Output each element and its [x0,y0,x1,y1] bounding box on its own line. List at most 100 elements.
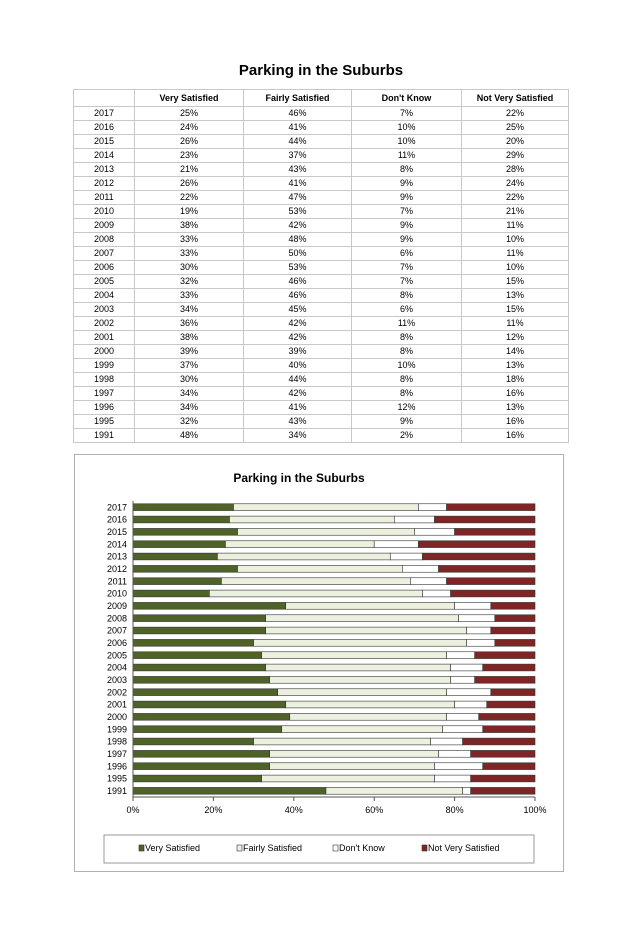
cell-very-satisfied: 24% [134,120,244,135]
bar-segment-not-very-satisfied-2015 [454,528,536,536]
cell-dont-know: 7% [351,274,462,289]
page-title: Parking in the Suburbs [238,62,404,79]
bar-segment-don-t-know-2009 [454,602,492,610]
bar-segment-not-very-satisfied-2004 [482,663,536,672]
table-row: 2005 32% 46% 7% 15% [73,274,569,289]
cell-fairly-satisfied: 34% [243,428,352,443]
cell-dont-know: 10% [351,134,462,149]
category-tick-label: 2013 [107,552,127,562]
cell-not-very-satisfied: 13% [461,400,569,415]
table-row: 2016 24% 41% 10% 25% [73,120,569,135]
bar-segment-fairly-satisfied-2006 [253,639,467,647]
cell-very-satisfied: 39% [134,344,244,359]
table-row: 1996 34% 41% 12% 13% [73,400,569,415]
cell-not-very-satisfied: 15% [461,274,569,289]
cell-fairly-satisfied: 41% [243,120,352,135]
bar-segment-don-t-know-2007 [466,626,492,635]
axis-layer: 2017 2016 2015 2014 2013 2012 2011 2010 2009 2008… [107,501,547,815]
bar-segment-not-very-satisfied-2000 [478,713,536,721]
bar-segment-very-satisfied-1995 [132,774,262,783]
bar-segment-fairly-satisfied-2008 [265,614,459,622]
bar-segment-very-satisfied-2008 [132,614,266,622]
cell-very-satisfied: 37% [134,358,244,373]
table-row: 2006 30% 53% 7% 10% [73,260,569,275]
cell-very-satisfied: 26% [134,176,244,191]
cell-not-very-satisfied: 11% [461,246,569,261]
table-row: 2007 33% 50% 6% 11% [73,246,569,261]
bar-segment-not-very-satisfied-2005 [474,651,536,659]
cell-fairly-satisfied: 42% [243,386,352,401]
table-row: 1998 30% 44% 8% 18% [73,372,569,387]
bar-segment-not-very-satisfied-2012 [438,565,536,573]
table-row: 2003 34% 45% 6% 15% [73,302,569,317]
table-header: Very Satisfied Fairly Satisfied Don't Kn… [73,89,569,107]
table-row: 2000 39% 39% 8% 14% [73,344,569,359]
cell-dont-know: 9% [351,190,462,205]
cell-dont-know: 8% [351,386,462,401]
cell-year: 2017 [73,106,135,121]
cell-year: 2014 [73,148,135,163]
legend-label: Very Satisfied [145,843,200,853]
cell-not-very-satisfied: 13% [461,288,569,303]
bar-segment-don-t-know-2004 [450,663,484,672]
cell-year: 1997 [73,386,135,401]
cell-not-very-satisfied: 25% [461,120,569,135]
cell-dont-know: 6% [351,302,462,317]
bar-segment-fairly-satisfied-2001 [285,700,455,709]
bar-segment-don-t-know-1997 [438,750,471,758]
bar-segment-don-t-know-2010 [422,589,451,598]
table-row: 2008 33% 48% 9% 10% [73,232,569,247]
cell-very-satisfied: 32% [134,274,244,289]
bar-segment-fairly-satisfied-2017 [233,503,419,511]
bar-segment-fairly-satisfied-2000 [289,713,447,721]
table-row: 2009 38% 42% 9% 11% [73,218,569,233]
x-tick-label: 40% [285,805,303,815]
bar-segment-very-satisfied-2000 [132,713,291,721]
legend-swatch [421,844,428,852]
bar-segment-don-t-know-2011 [410,577,447,585]
bar-segment-not-very-satisfied-1998 [462,737,536,746]
table-row: 2004 33% 46% 8% 13% [73,288,569,303]
bar-segment-not-very-satisfied-2014 [418,540,536,548]
bar-segment-fairly-satisfied-1996 [269,762,435,770]
bar-segment-not-very-satisfied-2017 [446,503,536,511]
category-tick-label: 2004 [107,663,127,673]
cell-dont-know: 7% [351,260,462,275]
cell-not-very-satisfied: 21% [461,204,569,219]
bar-segment-very-satisfied-2012 [132,565,238,573]
bar-segment-don-t-know-2014 [373,540,419,548]
cell-very-satisfied: 38% [134,330,244,345]
cell-not-very-satisfied: 14% [461,344,569,359]
cell-year: 1999 [73,358,135,373]
table-row: 2015 26% 44% 10% 20% [73,134,569,149]
cell-year: 2006 [73,260,135,275]
category-tick-label: 2008 [107,613,127,623]
cell-year: 1996 [73,400,135,415]
bar-segment-fairly-satisfied-1995 [261,774,435,783]
category-tick-label: 1997 [107,749,127,759]
cell-fairly-satisfied: 41% [243,400,352,415]
cell-very-satisfied: 30% [134,372,244,387]
bar-segment-not-very-satisfied-2001 [486,700,536,709]
cell-dont-know: 8% [351,288,462,303]
bar-segment-don-t-know-2006 [466,639,496,647]
bar-segment-very-satisfied-2016 [132,515,230,524]
bar-segment-not-very-satisfied-1997 [470,750,536,758]
category-tick-label: 2003 [107,675,127,685]
cell-dont-know: 10% [351,120,462,135]
cell-very-satisfied: 34% [134,302,244,317]
bar-segment-fairly-satisfied-2014 [225,540,375,548]
bar-segment-don-t-know-2002 [446,688,492,696]
cell-dont-know: 7% [351,204,462,219]
table-row: 2014 23% 37% 11% 29% [73,148,569,163]
cell-year: 2007 [73,246,135,261]
cell-not-very-satisfied: 10% [461,232,569,247]
bar-segment-very-satisfied-1997 [132,750,270,758]
table-row: 2001 38% 42% 8% 12% [73,330,569,345]
cell-year: 2015 [73,134,135,149]
bar-segment-don-t-know-2015 [414,528,455,536]
bar-segment-fairly-satisfied-2010 [209,589,423,598]
cell-very-satisfied: 36% [134,316,244,331]
table-row: 2010 19% 53% 7% 21% [73,204,569,219]
cell-very-satisfied: 25% [134,106,244,121]
